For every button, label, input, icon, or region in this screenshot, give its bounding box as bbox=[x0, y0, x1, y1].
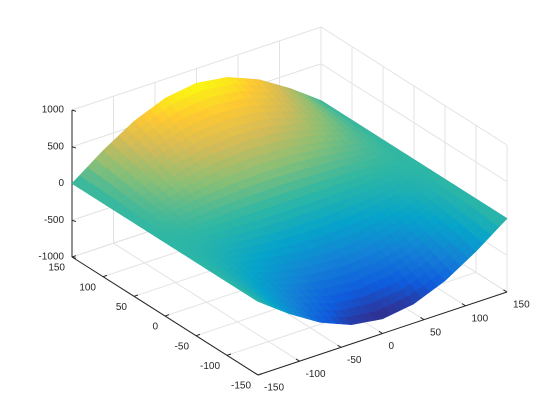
z-tick-label: 500 bbox=[47, 141, 64, 152]
grid-line bbox=[320, 63, 508, 183]
tick-labels: -150-100-50050100150-150-100-50050100150… bbox=[38, 105, 530, 394]
x-tick bbox=[378, 330, 383, 334]
y-tick bbox=[164, 314, 170, 317]
z-tick-label: 1000 bbox=[42, 105, 65, 116]
x-tick bbox=[295, 358, 300, 362]
z-tick bbox=[71, 256, 77, 259]
x-tick-label: -150 bbox=[264, 383, 284, 394]
z-tick bbox=[71, 219, 77, 223]
axes bbox=[71, 109, 508, 376]
z-tick bbox=[71, 109, 77, 112]
y-tick bbox=[133, 294, 139, 297]
y-tick bbox=[102, 274, 108, 278]
x-tick bbox=[461, 303, 466, 307]
y-tick bbox=[257, 373, 263, 376]
surface-patch bbox=[493, 214, 508, 228]
y-tick bbox=[195, 333, 201, 337]
z-tick-label: -500 bbox=[44, 215, 64, 226]
y-tick-label: -150 bbox=[231, 381, 251, 392]
y-tick-label: -50 bbox=[175, 341, 190, 352]
x-tick-label: 150 bbox=[513, 300, 530, 311]
x-tick bbox=[337, 344, 342, 348]
surface-patch bbox=[251, 297, 267, 305]
y-tick-label: 100 bbox=[79, 282, 96, 293]
y-tick-label: 150 bbox=[48, 263, 65, 274]
x-tick-label: 0 bbox=[389, 341, 395, 352]
y-tick bbox=[226, 353, 232, 356]
y-tick-label: 0 bbox=[152, 322, 158, 333]
grid-line bbox=[320, 26, 508, 146]
surface bbox=[71, 77, 508, 325]
x-tick bbox=[420, 317, 425, 321]
x-tick-label: 100 bbox=[472, 313, 489, 324]
z-tick-label: 0 bbox=[58, 178, 64, 189]
x-tick bbox=[503, 289, 508, 293]
grid-line bbox=[71, 26, 322, 111]
x-tick-label: -100 bbox=[306, 369, 326, 380]
x-tick bbox=[254, 372, 259, 376]
x-tick-label: -50 bbox=[347, 355, 362, 366]
z-tick-label: -1000 bbox=[38, 252, 64, 263]
z-tick bbox=[71, 146, 77, 149]
x-tick-label: 50 bbox=[430, 327, 442, 338]
y-tick-label: -100 bbox=[200, 361, 220, 372]
y-tick-label: 50 bbox=[116, 302, 128, 313]
